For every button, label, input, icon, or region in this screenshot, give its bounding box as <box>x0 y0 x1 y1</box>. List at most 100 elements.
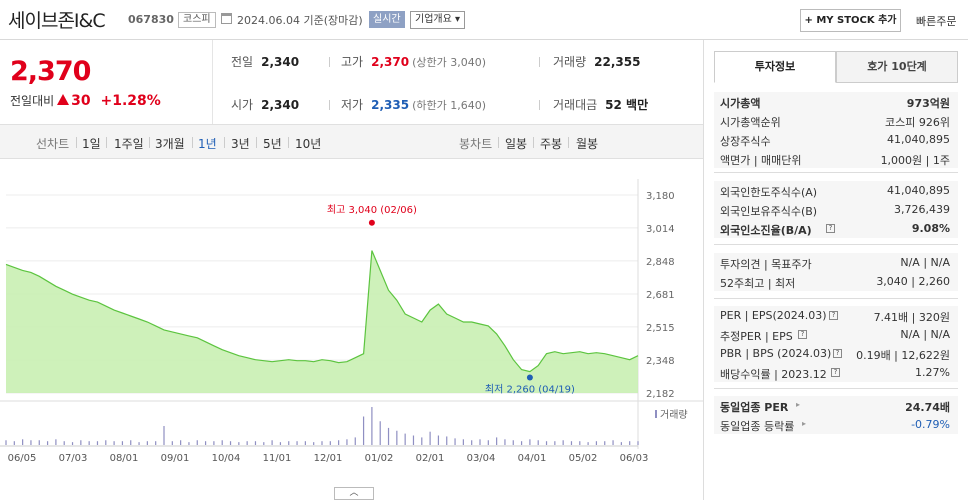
price-chart[interactable]: 3,180 3,014 2,848 2,681 2,515 2,348 2,182 최고 3,… <box>0 159 703 500</box>
help-icon[interactable]: ? <box>833 349 842 358</box>
y-tick-label: 2,515 <box>646 323 675 334</box>
volume-bar <box>5 440 7 445</box>
market-badge: 코스피 <box>178 12 216 28</box>
stat-label: 고가 <box>341 55 364 69</box>
fast-order-button[interactable]: 빠른주문 <box>916 15 957 28</box>
candle-chart-label: 봉차트 <box>459 137 493 151</box>
divider <box>329 57 330 67</box>
x-tick-label: 05/02 <box>569 453 598 464</box>
divider <box>498 137 499 148</box>
side-tabs: 투자정보 호가 10단계 <box>714 51 958 83</box>
period-10y[interactable]: 10년 <box>295 137 322 151</box>
stat-amount: 거래대금 52 백만 <box>553 96 648 113</box>
stat-open: 시가 2,340 <box>231 96 299 113</box>
info-row: 상장주식수 41,040,895 <box>714 130 958 149</box>
volume-bar <box>512 440 514 445</box>
info-value: 41,040,895 <box>887 184 950 197</box>
volume-bar <box>604 441 606 445</box>
volume-bar <box>537 440 539 445</box>
volume-bar <box>354 437 356 445</box>
high-annotation: 최고 3,040 (02/06) <box>327 204 417 216</box>
volume-bar <box>579 441 581 445</box>
period-1d[interactable]: 1일 <box>82 137 101 151</box>
volume-bar <box>637 441 639 445</box>
divider <box>714 388 958 389</box>
realtime-button[interactable]: 실시간 <box>369 11 405 28</box>
lower-limit: (하한가 1,640) <box>412 99 486 112</box>
volume-bar <box>487 440 489 445</box>
volume-bar <box>387 427 390 445</box>
x-tick-label: 02/01 <box>416 453 445 464</box>
change-label: 전일대비 <box>10 94 55 108</box>
stat-value: 22,355 <box>594 55 641 69</box>
volume-bar <box>254 441 257 445</box>
volume-bar <box>595 441 598 445</box>
candle-weekly[interactable]: 주봉 <box>540 137 563 151</box>
volume-bar <box>163 426 165 445</box>
stat-value: 2,340 <box>261 98 300 112</box>
info-row[interactable]: 동일업종 PER ▸ 24.74배 <box>714 396 958 415</box>
volume-bar <box>130 440 132 445</box>
stock-header: 세이브존I&C 067830 코스피 2024.06.04 기준(장마감) 실시… <box>0 0 968 40</box>
period-bar: 선차트 1일 1주일 3개월 1년 3년 5년 10년 봉차트 일봉 주봉 월봉 <box>0 124 703 159</box>
add-mystock-button[interactable]: + MY STOCK 추가 <box>800 9 901 32</box>
company-name: 세이브존I&C <box>8 10 106 32</box>
info-value: 9.08% <box>911 222 950 235</box>
company-info-dropdown[interactable]: 기업개요 ▾ <box>410 11 465 29</box>
y-tick-label: 2,681 <box>646 290 675 301</box>
volume-bar <box>562 440 564 445</box>
volume-bar <box>629 441 631 445</box>
tab-order-book[interactable]: 호가 10단계 <box>836 51 958 83</box>
period-5y[interactable]: 5년 <box>263 137 282 151</box>
help-icon[interactable]: ? <box>826 224 835 233</box>
volume-bar <box>504 439 506 445</box>
divider <box>149 137 150 148</box>
info-key: 52주최고 | 최저 <box>720 277 796 290</box>
info-row[interactable]: 동일업종 등락률 ▸ -0.79% <box>714 415 958 434</box>
x-tick-label: 08/01 <box>110 453 139 464</box>
info-value: 973억원 <box>906 97 950 110</box>
volume-bar <box>146 441 148 445</box>
period-1y[interactable]: 1년 <box>198 137 217 151</box>
info-key: PER | EPS(2024.03) <box>720 309 827 322</box>
volume-bar <box>529 439 531 445</box>
volume-bar <box>188 442 190 445</box>
candle-monthly[interactable]: 월봉 <box>576 137 599 151</box>
period-1w[interactable]: 1주일 <box>114 137 144 151</box>
period-3m[interactable]: 3개월 <box>155 137 185 151</box>
valuation-section: PER | EPS(2024.03)? 7.41배 | 320원 추정PER | … <box>714 306 958 382</box>
divider <box>106 137 107 148</box>
period-3y[interactable]: 3년 <box>231 137 250 151</box>
help-icon[interactable]: ? <box>831 368 840 377</box>
info-key: 외국인한도주식수(A) <box>720 186 818 199</box>
stat-value: 52 백만 <box>605 98 649 112</box>
calendar-icon <box>221 13 232 24</box>
divider <box>329 100 330 110</box>
volume-bar <box>296 441 298 445</box>
divider <box>533 137 534 148</box>
upper-limit: (상한가 3,040) <box>412 56 486 69</box>
divider <box>714 244 958 245</box>
help-icon[interactable]: ? <box>829 311 838 320</box>
info-value: 3,726,439 <box>894 203 950 216</box>
info-row: 액면가 | 매매단위 1,000원 | 1주 <box>714 149 958 168</box>
candle-daily[interactable]: 일봉 <box>505 137 528 151</box>
volume-bar <box>396 430 398 445</box>
info-row: 투자의견 | 목표주가 N/A | N/A <box>714 253 958 272</box>
volume-bar <box>620 442 622 445</box>
volume-bar <box>454 438 456 445</box>
help-icon[interactable]: ? <box>798 330 807 339</box>
low-marker <box>526 374 533 381</box>
volume-bar <box>96 441 99 445</box>
y-tick-label: 2,182 <box>646 389 675 400</box>
volume-bar <box>329 441 331 445</box>
tab-investment-info[interactable]: 투자정보 <box>714 51 836 83</box>
volume-bar <box>246 441 248 445</box>
volume-bar <box>545 441 548 445</box>
info-value: N/A | N/A <box>900 256 950 269</box>
chart-collapse-button[interactable]: ︿ <box>334 487 374 500</box>
price-area <box>6 250 638 393</box>
volume-bar <box>304 441 306 445</box>
info-value: 3,040 | 2,260 <box>876 275 950 288</box>
info-row: 배당수익률 | 2023.12? 1.27% <box>714 363 958 382</box>
